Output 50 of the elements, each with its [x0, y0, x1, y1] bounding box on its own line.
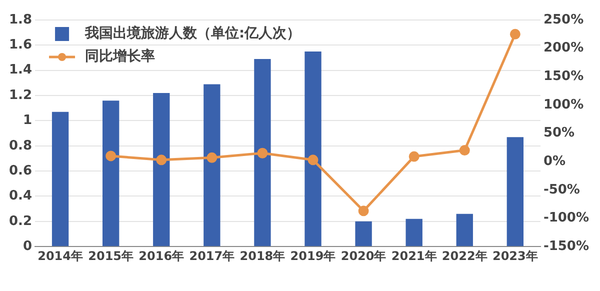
y2-tick-label: 200% [543, 40, 584, 56]
point [510, 28, 520, 40]
x-tick-label: 2020年 [340, 248, 386, 263]
bar [304, 51, 322, 246]
y-tick-label: 0.8 [9, 138, 32, 154]
bar [506, 137, 524, 246]
x-tick-label: 2022年 [442, 248, 488, 263]
x-tick-label: 2021年 [391, 248, 437, 263]
y2-tick-label: 100% [543, 97, 584, 112]
point [257, 148, 268, 158]
bar [254, 59, 271, 246]
x-tick-label: 2014年 [38, 248, 84, 263]
y2-tick-label: -150% [543, 238, 590, 254]
legend-label: 我国出境旅游人数（单位:亿人次） [84, 24, 301, 42]
y-tick-label: 1.8 [9, 12, 32, 28]
x-tick-label: 2015年 [88, 248, 134, 263]
y2-tick-label: 0% [543, 154, 566, 169]
y-tick-label: 0.6 [9, 163, 32, 178]
y2-tick-label: -50% [543, 182, 580, 198]
point [156, 154, 167, 166]
point [358, 206, 369, 216]
bar [406, 218, 422, 246]
point [408, 151, 420, 162]
point [459, 145, 470, 156]
x-tick-label: 2017年 [189, 248, 235, 263]
y-tick-label: 1.6 [9, 38, 32, 53]
y2-tick-label: 50% [543, 126, 575, 141]
y-tick-label: 0.2 [9, 214, 32, 229]
y-tick-label: 1.4 [9, 62, 32, 78]
y-tick-label: 0.4 [9, 188, 32, 204]
x-tick-label: 2018年 [240, 248, 286, 263]
point [206, 152, 218, 163]
y-tick-label: 0 [22, 238, 32, 254]
y2-tick-label: -100% [543, 210, 590, 226]
bar [102, 100, 120, 246]
y-tick-label: 1 [22, 113, 32, 128]
x-tick-label: 2023年 [492, 248, 538, 263]
bar [52, 112, 69, 246]
bar [153, 93, 170, 246]
x-tick-label: 2016年 [138, 248, 184, 263]
bar [355, 221, 372, 246]
x-tick-label: 2019年 [290, 248, 336, 263]
bar [204, 84, 220, 246]
point [106, 150, 116, 162]
y2-tick-label: 150% [543, 69, 584, 84]
point [308, 154, 318, 166]
legend-label: 同比增长率 [85, 48, 156, 65]
y-tick-label: 1.2 [9, 88, 32, 103]
y2-tick-label: 250% [543, 12, 584, 28]
bar [456, 214, 473, 246]
